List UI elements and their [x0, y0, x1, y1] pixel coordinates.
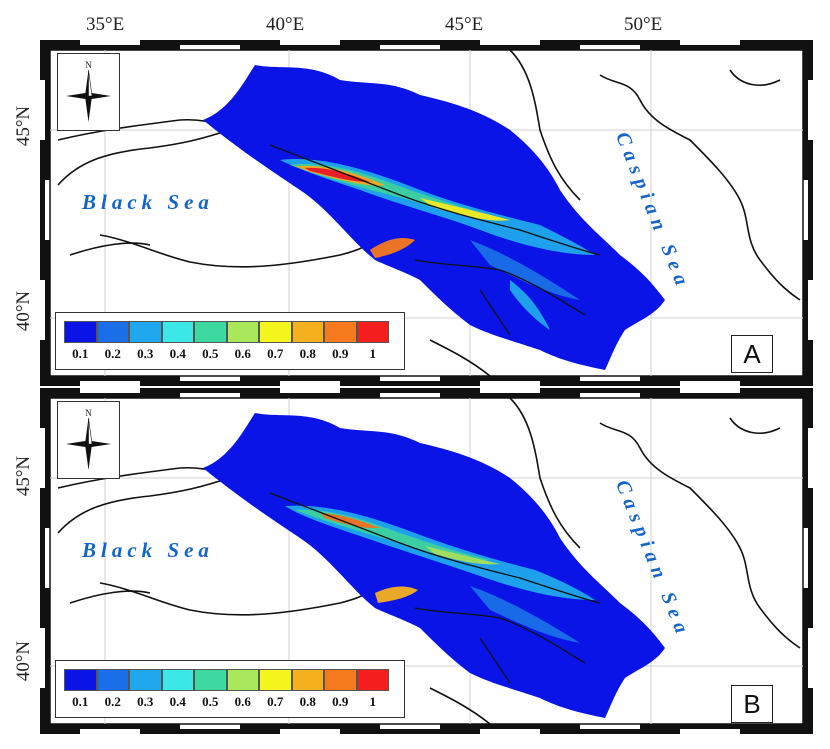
- legend-swatch: [161, 321, 194, 343]
- lat-label-40-left-b: 40°N: [13, 640, 35, 682]
- legend-swatch: [291, 321, 324, 343]
- panel-letter-b: B: [731, 685, 773, 723]
- legend-swatch: [194, 669, 227, 691]
- legend-tick-label: 0.2: [104, 346, 121, 361]
- legend-tick-label: 0.6: [234, 346, 251, 361]
- legend-swatch: [96, 321, 129, 343]
- legend-swatch: [324, 321, 357, 343]
- legend-tick-label: 1: [369, 694, 377, 709]
- legend-tick-label: 0.5: [202, 346, 219, 361]
- legend-a: 0.1 0.2 0.3 0.4 0.5 0.6 0.7 0.8 0.9 1: [55, 312, 405, 370]
- lon-label-40: 40°E: [266, 14, 305, 35]
- map-a-svg: [40, 40, 813, 386]
- legend-tick-label: 0.7: [267, 694, 284, 709]
- compass-label: N: [85, 60, 92, 70]
- legend-swatch: [194, 321, 227, 343]
- legend-tick-label: 0.5: [202, 694, 219, 709]
- legend-tick-label: 0.2: [104, 694, 121, 709]
- legend-tick-label: 0.6: [234, 694, 251, 709]
- black-sea-label-a: Black Sea: [82, 190, 214, 214]
- legend-swatch: [226, 321, 259, 343]
- black-sea-label-b: Black Sea: [82, 538, 214, 562]
- compass-label: N: [85, 408, 92, 418]
- lat-label-45-left-b: 45°N: [13, 455, 35, 497]
- legend-swatch: [64, 669, 97, 691]
- legend-swatch: [129, 321, 162, 343]
- legend-tick-label: 0.3: [137, 694, 154, 709]
- legend-swatch: [259, 669, 292, 691]
- legend-swatch: [129, 669, 162, 691]
- lon-label-45: 45°E: [445, 14, 484, 35]
- legend-tick-label: 0.4: [169, 346, 186, 361]
- map-panel-a: [40, 40, 813, 386]
- legend-tick-label: 0.8: [299, 694, 316, 709]
- legend-swatch: [291, 669, 324, 691]
- lat-label-40-left-a: 40°N: [13, 290, 35, 332]
- legend-swatch: [324, 669, 357, 691]
- lon-label-50: 50°E: [624, 14, 663, 35]
- legend-swatch: [226, 669, 259, 691]
- compass-icon: N: [66, 60, 111, 122]
- lon-label-35: 35°E: [86, 14, 125, 35]
- legend-tick-label: 0.9: [332, 694, 349, 709]
- legend-swatch: [96, 669, 129, 691]
- legend-tick-label: 0.1: [72, 694, 89, 709]
- legend-swatch: [161, 669, 194, 691]
- legend-tick-label: 0.8: [299, 346, 316, 361]
- panel-letter-a: A: [731, 335, 773, 373]
- compass-rose-b: N: [57, 401, 120, 479]
- compass-icon: N: [66, 408, 111, 470]
- legend-ticks-b: 0.1 0.2 0.3 0.4 0.5 0.6 0.7 0.8 0.9 1: [64, 694, 389, 710]
- legend-tick-label: 0.4: [169, 694, 186, 709]
- legend-swatches-b: [64, 669, 389, 691]
- legend-swatch: [259, 321, 292, 343]
- lat-label-45-left-a: 45°N: [13, 105, 35, 147]
- legend-tick-label: 0.1: [72, 346, 89, 361]
- legend-tick-label: 0.7: [267, 346, 284, 361]
- legend-b: 0.1 0.2 0.3 0.4 0.5 0.6 0.7 0.8 0.9 1: [55, 660, 405, 718]
- legend-tick-label: 0.9: [332, 346, 349, 361]
- legend-swatch: [356, 669, 389, 691]
- legend-ticks-a: 0.1 0.2 0.3 0.4 0.5 0.6 0.7 0.8 0.9 1: [64, 346, 389, 362]
- legend-swatches-a: [64, 321, 389, 343]
- compass-rose-a: N: [57, 53, 120, 131]
- legend-tick-label: 1: [369, 346, 377, 361]
- legend-swatch: [64, 321, 97, 343]
- legend-swatch: [356, 321, 389, 343]
- legend-tick-label: 0.3: [137, 346, 154, 361]
